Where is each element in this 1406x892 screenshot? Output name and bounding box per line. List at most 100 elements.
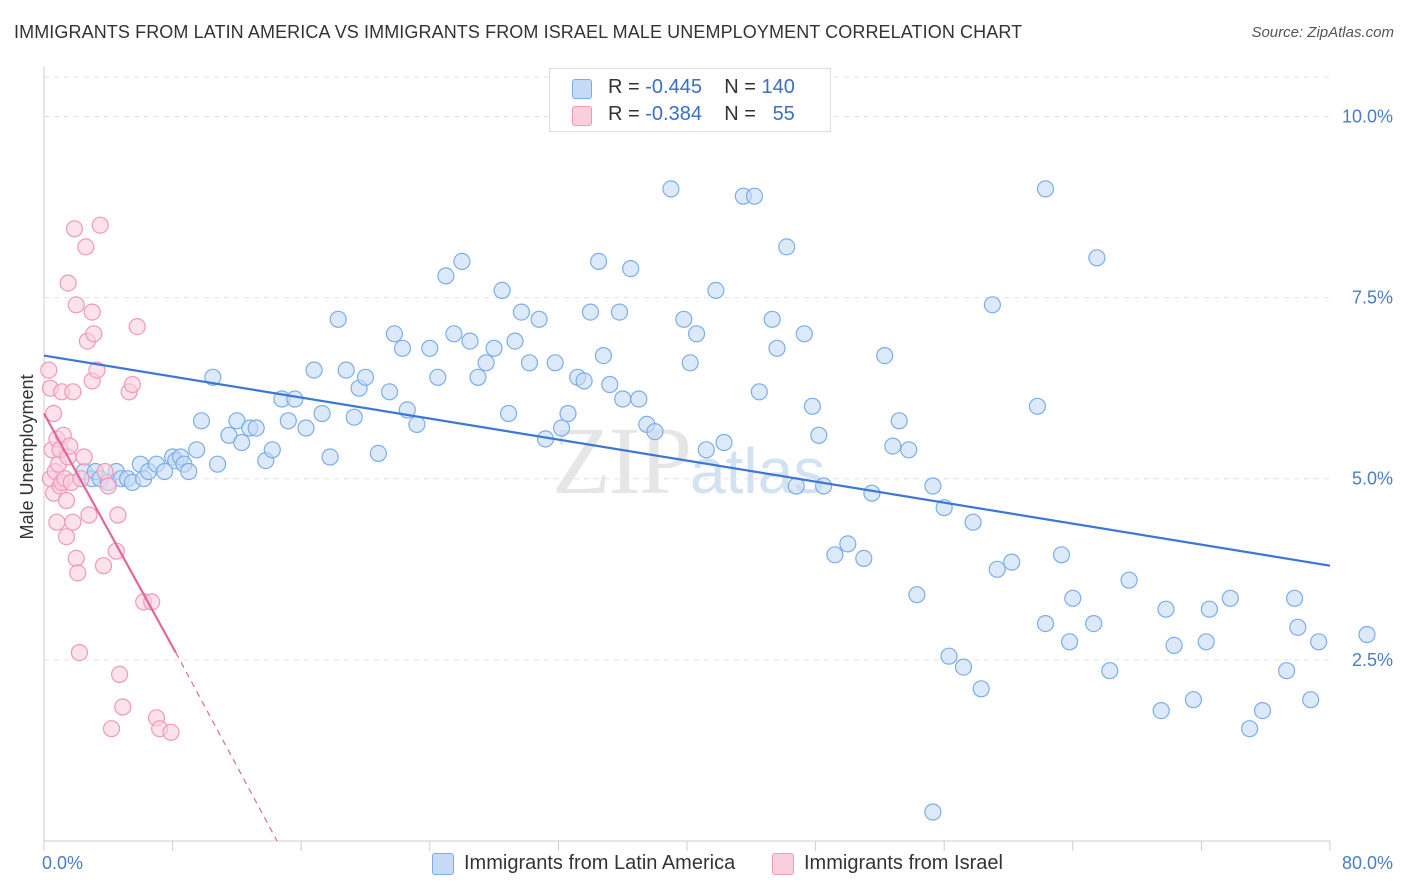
latin-america-point — [940, 647, 958, 665]
legend-swatch-pink — [572, 106, 592, 126]
latin-america-point — [575, 372, 593, 390]
latin-america-point — [814, 477, 833, 495]
israel-point — [88, 361, 106, 379]
israel-point — [67, 549, 85, 568]
latin-america-point — [369, 444, 387, 462]
latin-america-point — [445, 325, 463, 343]
latin-america-point — [855, 549, 873, 568]
latin-america-point — [1197, 633, 1215, 651]
latin-america-point — [924, 477, 942, 495]
latin-america-point — [983, 296, 1002, 314]
legend-swatch-blue — [572, 79, 592, 99]
bottom-legend-swatch-blue — [432, 853, 454, 875]
legend-n-label: N = — [724, 103, 756, 125]
latin-america-point — [1221, 589, 1239, 607]
y-tick-label: 10.0% — [1342, 106, 1393, 126]
latin-america-point — [297, 419, 315, 437]
latin-america-point — [681, 354, 699, 372]
latin-america-point — [763, 310, 781, 328]
latin-america-point — [192, 412, 211, 430]
israel-point — [70, 643, 89, 662]
latin-america-point — [1253, 701, 1272, 720]
latin-america-point — [263, 441, 281, 459]
latin-america-point — [803, 397, 822, 415]
latin-america-point — [908, 586, 926, 604]
legend-n-value: 55 — [772, 103, 795, 125]
latin-america-point — [204, 368, 222, 386]
latin-america-point — [559, 404, 577, 423]
latin-america-point — [715, 433, 733, 452]
latin-america-point — [477, 354, 495, 372]
latin-america-point — [520, 354, 539, 372]
latin-america-point — [924, 803, 942, 821]
legend-r-label: R = — [608, 103, 640, 125]
latin-america-point — [1358, 625, 1376, 644]
latin-america-point — [385, 325, 403, 343]
israel-point — [85, 325, 103, 343]
latin-america-point — [863, 484, 881, 502]
latin-america-point — [461, 332, 479, 350]
latin-america-point — [675, 310, 693, 328]
latin-america-point — [381, 383, 399, 401]
latin-america-point — [1310, 633, 1328, 651]
israel-point — [91, 216, 109, 234]
israel-point — [102, 720, 121, 738]
latin-america-point — [233, 433, 251, 452]
israel-point — [64, 513, 82, 531]
latin-america-point — [321, 448, 339, 466]
latin-america-point — [1184, 691, 1203, 709]
israel-point — [110, 665, 129, 684]
latin-america-point — [630, 390, 648, 408]
latin-america-point — [421, 339, 439, 357]
israel-trend-extension — [175, 652, 278, 842]
latin-america-point — [356, 368, 375, 386]
latin-america-point — [286, 390, 304, 408]
latin-america-point — [1302, 691, 1320, 709]
source-label: Source: ZipAtlas.com — [1251, 24, 1394, 41]
israel-point — [65, 220, 84, 238]
legend-r-label: R = — [608, 76, 640, 98]
israel-point — [109, 506, 127, 524]
israel-point — [64, 383, 82, 401]
latin-america-point — [964, 513, 982, 531]
latin-america-point — [188, 441, 206, 459]
israel-point — [128, 318, 146, 336]
latin-america-point — [228, 412, 246, 430]
x-tick-label: 80.0% — [1342, 853, 1393, 873]
latin-america-point — [512, 303, 531, 321]
bottom-legend-label: Immigrants from Israel — [804, 852, 1003, 874]
chart-title: IMMIGRANTS FROM LATIN AMERICA VS IMMIGRA… — [14, 22, 1023, 42]
latin-america-point — [329, 310, 347, 328]
latin-america-point — [900, 441, 918, 459]
legend-r-value: -0.384 — [645, 103, 702, 125]
latin-america-point — [890, 412, 908, 430]
latin-america-point — [697, 441, 715, 459]
israel-point — [99, 477, 117, 495]
latin-america-point — [1157, 600, 1175, 618]
latin-america-point — [493, 281, 511, 299]
y-tick-label: 2.5% — [1352, 650, 1393, 670]
legend-r-value: -0.445 — [645, 76, 702, 98]
latin-america-point — [305, 361, 323, 379]
latin-america-point — [469, 368, 487, 386]
latin-america-point — [506, 332, 524, 350]
latin-america-point — [209, 455, 227, 473]
latin-america-point — [485, 339, 503, 357]
latin-america-point — [594, 347, 613, 365]
tick-labels: 2.5% 5.0% 7.5% 10.0% 0.0% 80.0% Male Unemploym… — [17, 106, 1393, 873]
trend-lines — [43, 354, 1331, 842]
latin-america-point — [795, 325, 813, 343]
latin-america-point — [1052, 546, 1071, 564]
israel-point — [94, 557, 113, 575]
israel-point — [75, 448, 93, 466]
latin-america-point — [1028, 397, 1047, 415]
y-tick-label: 7.5% — [1352, 288, 1393, 308]
latin-america-point — [1240, 720, 1259, 738]
latin-america-point — [345, 408, 363, 426]
latin-america-point — [279, 412, 297, 430]
latin-america-point — [1003, 553, 1021, 571]
latin-america-point — [1085, 614, 1103, 633]
latin-america-point — [601, 375, 619, 394]
israel-point — [114, 698, 132, 716]
